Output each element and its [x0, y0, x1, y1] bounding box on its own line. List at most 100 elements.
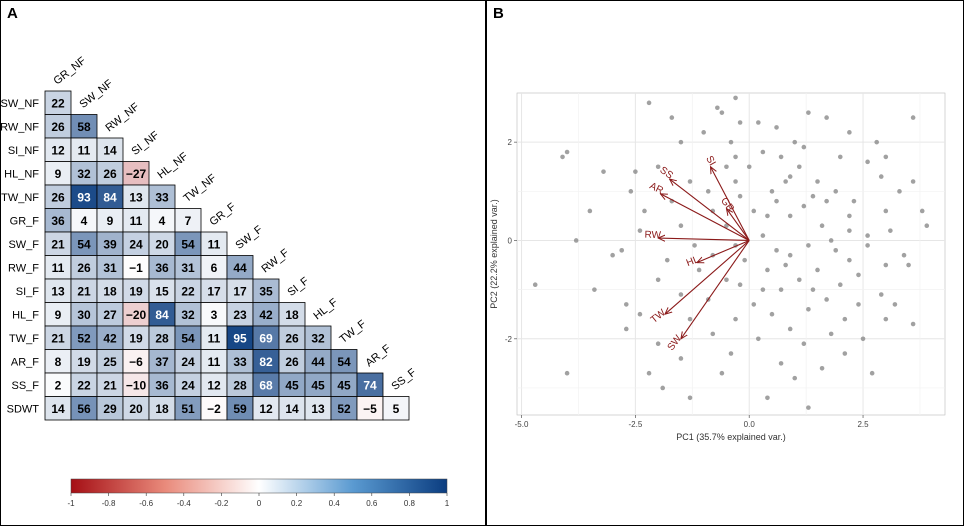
data-point	[701, 130, 706, 135]
heatmap-cell-value: 14	[51, 402, 65, 416]
x-tick-label: -5.0	[515, 420, 529, 429]
data-point	[910, 115, 916, 120]
data-point	[532, 282, 538, 288]
data-point	[810, 287, 816, 292]
arrow-label-hl: HL	[685, 254, 701, 269]
heatmap-cell-value: 9	[107, 214, 114, 228]
data-point	[737, 282, 743, 288]
data-point	[842, 316, 848, 322]
loading-arrow-ss	[670, 179, 750, 241]
data-point	[642, 208, 647, 214]
data-point	[801, 144, 807, 150]
colorbar-tick-label: 0.8	[404, 499, 416, 508]
data-point	[646, 370, 652, 376]
heatmap-cell-value: 19	[129, 284, 143, 298]
data-point	[692, 243, 697, 248]
row-label-sdwt: SDWT	[7, 403, 40, 415]
data-point	[564, 370, 570, 376]
data-point	[719, 110, 725, 115]
data-point	[847, 213, 852, 219]
data-point	[815, 179, 820, 184]
loading-arrow-ar	[660, 194, 750, 241]
data-point	[623, 326, 629, 332]
heatmap-cell-value: 18	[285, 308, 299, 322]
data-point	[851, 198, 857, 204]
heatmap-cell-value: 54	[77, 237, 91, 251]
heatmap-cell-value: 26	[285, 331, 299, 345]
data-point	[655, 164, 661, 170]
data-point	[847, 130, 852, 135]
data-point	[751, 302, 757, 307]
data-point	[824, 115, 829, 120]
row-label-rw-nf: RW_NF	[1, 121, 39, 133]
heatmap-cell-value: 19	[129, 331, 143, 345]
heatmap-cell-value: 74	[363, 378, 377, 392]
data-point	[646, 100, 652, 106]
heatmap-cell-value: 21	[51, 237, 65, 251]
heatmap-cell-value: 4	[159, 214, 166, 228]
heatmap-cell-value: 42	[259, 308, 273, 322]
y-axis-label: PC2 (22.2% explained var.)	[489, 199, 499, 309]
heatmap-cell-value: 52	[337, 402, 351, 416]
colorbar-tick-label: 1	[445, 499, 450, 508]
heatmap-cell-value: 8	[55, 355, 62, 369]
data-point	[856, 302, 861, 307]
data-point	[778, 361, 784, 366]
data-point	[587, 208, 593, 214]
heatmap-cell-value: 21	[77, 284, 91, 298]
data-point	[592, 287, 597, 292]
diagonal-label-hl-nf: HL_NF	[155, 150, 190, 181]
arrow-label-ar: AR	[648, 181, 665, 197]
heatmap-cell-value: 68	[259, 378, 273, 392]
heatmap-cell-value: 95	[233, 331, 247, 345]
data-point	[756, 336, 761, 342]
colorbar	[70, 478, 448, 494]
data-point	[919, 208, 925, 214]
heatmap-cell-value: 11	[130, 214, 143, 228]
diagonal-label-rw-nf: RW_NF	[103, 101, 141, 135]
x-axis-label: PC1 (35.7% explained var.)	[676, 432, 786, 442]
heatmap-cell-value: 22	[51, 96, 65, 110]
data-point	[765, 395, 770, 401]
heatmap-cell-value: 33	[155, 190, 169, 204]
data-point	[655, 277, 661, 283]
data-point	[860, 336, 866, 342]
panel-a-correlation-heatmap: A SW_NF RW_NF SI_NF HL_NF TW_NF GR_F SW_F RW_F S…	[0, 0, 486, 526]
data-point	[733, 95, 738, 101]
data-point	[637, 311, 643, 317]
heatmap-cell-value: 18	[103, 284, 117, 298]
row-label-rw-f: RW_F	[8, 262, 39, 274]
data-point	[724, 164, 729, 170]
heatmap-cell-value: 9	[55, 167, 62, 181]
heatmap-cell-value: 39	[103, 237, 117, 251]
x-tick-label: 0.0	[744, 420, 756, 429]
data-point	[806, 110, 811, 115]
data-point	[801, 203, 807, 209]
correlation-heatmap-chart: SW_NFRW_NFSI_NFHL_NFTW_NFGR_FSW_FRW_FSI_…	[0, 55, 450, 508]
colorbar-tick-label: 0.6	[366, 499, 378, 508]
heatmap-cell-value: 21	[103, 378, 117, 392]
data-point	[787, 213, 793, 219]
data-point	[787, 326, 793, 332]
row-label-tw-f: TW_F	[9, 333, 39, 345]
heatmap-cell-value: 44	[233, 261, 247, 275]
data-point	[847, 228, 852, 233]
arrow-label-rw: RW	[644, 230, 661, 241]
data-point	[792, 375, 798, 381]
heatmap-cell-value: 52	[77, 331, 91, 345]
row-label-hl-nf: HL_NF	[4, 168, 39, 180]
row-label-tw-nf: TW_NF	[1, 192, 39, 204]
data-point	[619, 248, 625, 253]
data-point	[610, 252, 615, 258]
heatmap-cell-value: 31	[103, 261, 117, 275]
data-point	[901, 252, 907, 258]
heatmap-cell-value: 26	[103, 167, 117, 181]
heatmap-cell-value: 17	[233, 284, 247, 298]
colorbar-tick-label: 0.2	[291, 499, 303, 508]
data-point	[637, 228, 643, 233]
heatmap-cell-value: 27	[103, 308, 117, 322]
heatmap-cell-value: 18	[155, 402, 169, 416]
data-point	[883, 316, 889, 322]
data-point	[796, 164, 802, 170]
